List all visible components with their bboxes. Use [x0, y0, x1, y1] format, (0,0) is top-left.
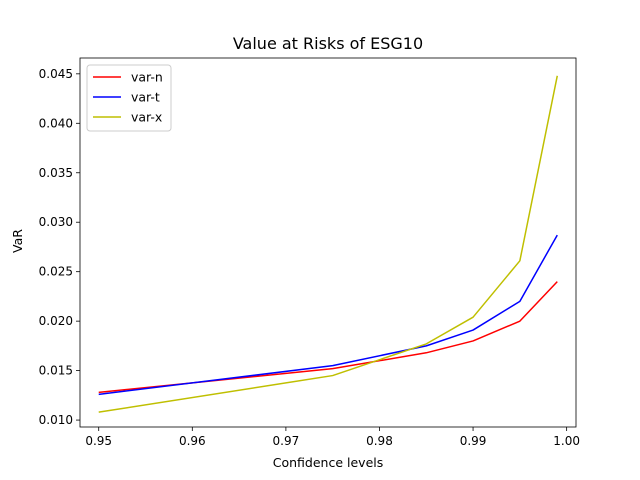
- legend-label-var-x: var-x: [131, 110, 162, 125]
- y-tick-label: 0.020: [39, 314, 73, 328]
- series-line-var-t: [98, 234, 558, 396]
- legend: var-n var-t var-x: [86, 64, 172, 132]
- axes-layer: 0.95 0.96 0.97 0.98 0.99 1.00 0.010 0.015 0.020 0…: [39, 57, 580, 448]
- y-tick-label: 0.010: [39, 413, 73, 427]
- y-tick-label: 0.040: [39, 116, 73, 130]
- series-line-var-n: [98, 281, 558, 394]
- x-tick-label: 0.98: [366, 434, 393, 448]
- series-line-var-x: [98, 75, 559, 413]
- y-tick-label: 0.025: [39, 265, 73, 279]
- legend-box: [86, 64, 172, 132]
- series-layer: [98, 75, 559, 413]
- y-tick-label: 0.030: [39, 215, 73, 229]
- x-axis-label: Confidence levels: [273, 455, 384, 470]
- y-tick-label: 0.035: [39, 166, 73, 180]
- plot-frame: [79, 57, 577, 428]
- x-tick-label: 0.96: [179, 434, 206, 448]
- x-tick-label: 1.00: [553, 434, 580, 448]
- x-tick-label: 0.99: [460, 434, 487, 448]
- chart-title: Value at Risks of ESG10: [233, 34, 423, 53]
- y-axis-label: VaR: [10, 229, 25, 253]
- x-tick-label: 0.97: [273, 434, 300, 448]
- legend-label-var-n: var-n: [131, 70, 163, 85]
- y-tick-label: 0.045: [39, 67, 73, 81]
- x-tick-label: 0.95: [85, 434, 112, 448]
- y-tick-label: 0.015: [39, 364, 73, 378]
- legend-label-var-t: var-t: [131, 90, 160, 105]
